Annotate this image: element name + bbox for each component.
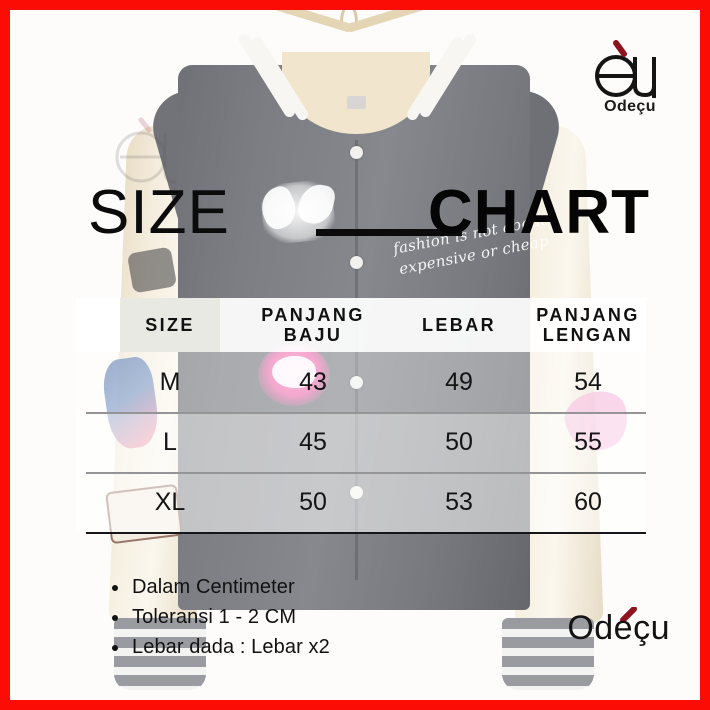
- hanger-bar-right: [346, 10, 453, 33]
- cell-panjang-lengan: 60: [574, 487, 602, 516]
- table-row: XL 50 53 60: [76, 472, 646, 532]
- footer-brand-wordmark: Odeçu: [567, 607, 670, 648]
- column-header-lebar: LEBAR: [422, 315, 496, 335]
- cell-panjang-baju: 45: [299, 427, 327, 456]
- brand-logo: Odeçu: [578, 36, 682, 116]
- jacket-cuff-right: [502, 618, 594, 690]
- jacket-snap-button: [350, 256, 363, 269]
- list-item: Toleransi 1 - 2 CM: [106, 602, 436, 632]
- column-header-panjang-lengan-line2: LENGAN: [542, 325, 634, 345]
- cell-panjang-baju: 50: [299, 487, 327, 516]
- cell-panjang-lengan: 55: [574, 427, 602, 456]
- sleeve-patch-dark: [126, 246, 178, 294]
- list-item: Dalam Centimeter: [106, 572, 436, 602]
- jacket-snap-button: [350, 376, 363, 389]
- cell-lebar: 50: [445, 427, 473, 456]
- cell-lebar: 53: [445, 487, 473, 516]
- brand-watermark: [110, 110, 188, 190]
- column-header-panjang-lengan: PANJANG LENGAN: [518, 298, 658, 352]
- chest-patch-cat: [258, 344, 330, 406]
- jacket-snap-button: [350, 146, 363, 159]
- page-title: SIZE CHART: [88, 182, 650, 244]
- hanger-bar-left: [246, 10, 353, 33]
- cell-lebar: 49: [445, 367, 473, 396]
- title-word-size: SIZE: [88, 178, 230, 247]
- table-header-row: SIZE PANJANG BAJU LEBAR PANJANG LENGAN: [76, 298, 646, 352]
- cell-size: XL: [154, 487, 186, 516]
- jacket-placket: [355, 140, 358, 580]
- table-row: L 45 50 55: [76, 412, 646, 472]
- notes-list: Dalam Centimeter Toleransi 1 - 2 CM Leba…: [106, 572, 436, 662]
- jacket-cuff-left: [114, 618, 206, 690]
- footer-wordmark-text: Odeçu: [567, 609, 670, 647]
- brand-wordmark: Odeçu: [604, 98, 656, 115]
- jacket-neck-label: [347, 96, 366, 109]
- list-item: Lebar dada : Lebar x2: [106, 632, 436, 662]
- row-divider: [86, 532, 646, 534]
- cell-panjang-lengan: 54: [574, 367, 602, 396]
- size-chart-table: SIZE PANJANG BAJU LEBAR PANJANG LENGAN M: [76, 298, 646, 534]
- column-header-panjang-baju: PANJANG BAJU: [232, 298, 394, 352]
- column-header-panjang-baju-line2: BAJU: [283, 325, 343, 345]
- table-row: M 43 49 54: [76, 352, 646, 412]
- title-rule: [316, 229, 462, 236]
- cell-size: M: [159, 367, 181, 396]
- column-header-panjang-baju-line1: PANJANG: [261, 305, 365, 325]
- column-header-panjang-lengan-line1: PANJANG: [536, 305, 640, 325]
- cell-size: L: [163, 427, 177, 456]
- column-header-size: SIZE: [120, 298, 220, 352]
- title-word-chart: CHART: [428, 178, 650, 247]
- eu-monogram-icon: [578, 36, 682, 102]
- accent-mark-icon: [620, 607, 638, 623]
- cell-panjang-baju: 43: [299, 367, 327, 396]
- poster-canvas: fashion is not about expensive or cheap: [10, 10, 700, 700]
